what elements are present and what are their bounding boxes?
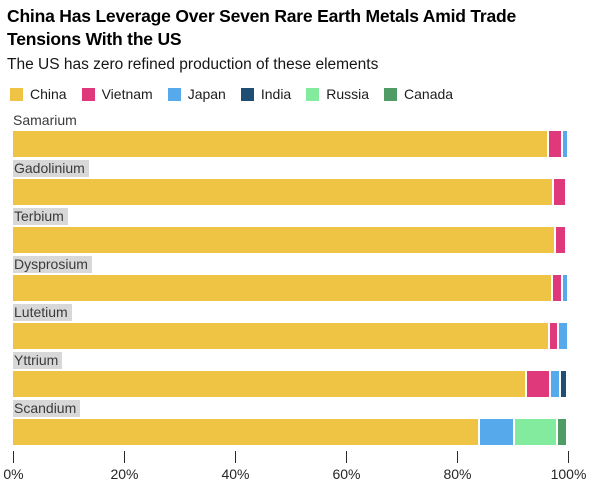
- bar-segment-yttrium-china: [13, 371, 525, 397]
- legend-swatch-russia-icon: [306, 87, 320, 101]
- bar-segment-scandium-china: [13, 419, 478, 445]
- bar-track-gadolinium: [13, 179, 569, 205]
- bar-row-lutetium: Lutetium: [13, 304, 600, 349]
- category-label-dysprosium: Dysprosium: [13, 256, 600, 273]
- bar-segment-terbium-china: [13, 227, 554, 253]
- bar-segment-dysprosium-china: [13, 275, 551, 301]
- x-axis-tick-label-60: 60%: [332, 466, 361, 482]
- legend-label-china: China: [30, 86, 67, 102]
- bar-segment-scandium-russia: [514, 419, 557, 445]
- category-label-yttrium: Yttrium: [13, 352, 600, 369]
- bar-segment-lutetium-china: [13, 323, 549, 349]
- x-axis-tick-label-0: 0%: [3, 466, 24, 482]
- bar-track-lutetium: [13, 323, 569, 349]
- bar-segment-scandium-canada: [558, 419, 567, 445]
- legend-label-vietnam: Vietnam: [101, 86, 153, 102]
- x-axis-tick-40: [235, 451, 236, 463]
- bar-segment-lutetium-vietnam: [550, 323, 557, 349]
- legend: China Vietnam Japan India Russia Canada: [10, 86, 600, 102]
- bar-segment-scandium-japan: [479, 419, 513, 445]
- bar-row-scandium: Scandium: [13, 400, 600, 445]
- x-axis-tick-label-80: 80%: [443, 466, 472, 482]
- legend-item-china: China: [10, 86, 67, 102]
- category-label-scandium: Scandium: [13, 400, 600, 417]
- legend-item-vietnam: Vietnam: [81, 86, 153, 102]
- legend-item-japan: Japan: [167, 86, 226, 102]
- legend-label-canada: Canada: [404, 86, 454, 102]
- x-axis-tick-0: [13, 451, 14, 463]
- bar-track-yttrium: [13, 371, 569, 397]
- bar-track-scandium: [13, 419, 569, 445]
- legend-swatch-india-icon: [240, 87, 254, 101]
- bar-segment-gadolinium-vietnam: [554, 179, 565, 205]
- bar-segment-lutetium-japan: [558, 323, 567, 349]
- x-axis-tick-label-100: 100%: [550, 466, 587, 482]
- category-label-lutetium: Lutetium: [13, 304, 600, 321]
- category-label-terbium: Terbium: [13, 208, 600, 225]
- bar-segment-gadolinium-china: [13, 179, 552, 205]
- bar-segment-yttrium-japan: [550, 371, 559, 397]
- chart-title: China Has Leverage Over Seven Rare Earth…: [7, 5, 592, 51]
- legend-item-india: India: [240, 86, 292, 102]
- chart-subtitle: The US has zero refined production of th…: [7, 56, 379, 73]
- x-axis-tick-label-20: 20%: [110, 466, 139, 482]
- bar-track-samarium: [13, 131, 569, 157]
- legend-label-japan: Japan: [187, 86, 226, 102]
- legend-item-russia: Russia: [306, 86, 369, 102]
- legend-swatch-canada-icon: [384, 87, 398, 101]
- bar-segment-yttrium-vietnam: [526, 371, 549, 397]
- legend-swatch-vietnam-icon: [81, 87, 95, 101]
- x-axis-tick-60: [346, 451, 347, 463]
- bar-track-dysprosium: [13, 275, 569, 301]
- chart-title-line2: Tensions With the US: [7, 29, 182, 49]
- x-axis-tick-100: [568, 451, 569, 463]
- bar-segment-dysprosium-japan: [562, 275, 567, 301]
- bar-segment-samarium-vietnam: [548, 131, 561, 157]
- x-axis-tick-20: [124, 451, 125, 463]
- legend-label-india: India: [260, 86, 292, 102]
- bar-row-dysprosium: Dysprosium: [13, 256, 600, 301]
- category-label-gadolinium: Gadolinium: [13, 160, 600, 177]
- bar-segment-terbium-vietnam: [555, 227, 565, 253]
- chart-title-line1: China Has Leverage Over Seven Rare Earth…: [7, 6, 517, 26]
- bar-chart: Samarium Gadolinium Terbium Dysprosium Lutet…: [13, 112, 600, 445]
- bar-row-samarium: Samarium: [13, 112, 600, 157]
- bar-segment-samarium-china: [13, 131, 547, 157]
- bar-row-yttrium: Yttrium: [13, 352, 600, 397]
- legend-item-canada: Canada: [384, 86, 453, 102]
- category-label-samarium: Samarium: [13, 112, 77, 128]
- x-axis-tick-80: [457, 451, 458, 463]
- bar-segment-samarium-japan: [562, 131, 567, 157]
- bar-segment-yttrium-india: [560, 371, 567, 397]
- bar-row-gadolinium: Gadolinium: [13, 160, 600, 205]
- x-axis: 0% 20% 40% 60% 80% 100%: [3, 451, 600, 485]
- bar-track-terbium: [13, 227, 569, 253]
- bar-segment-dysprosium-vietnam: [552, 275, 561, 301]
- x-axis-tick-label-40: 40%: [221, 466, 250, 482]
- legend-swatch-china-icon: [10, 87, 23, 101]
- legend-swatch-japan-icon: [167, 87, 181, 101]
- bar-row-terbium: Terbium: [13, 208, 600, 253]
- legend-label-russia: Russia: [326, 86, 370, 102]
